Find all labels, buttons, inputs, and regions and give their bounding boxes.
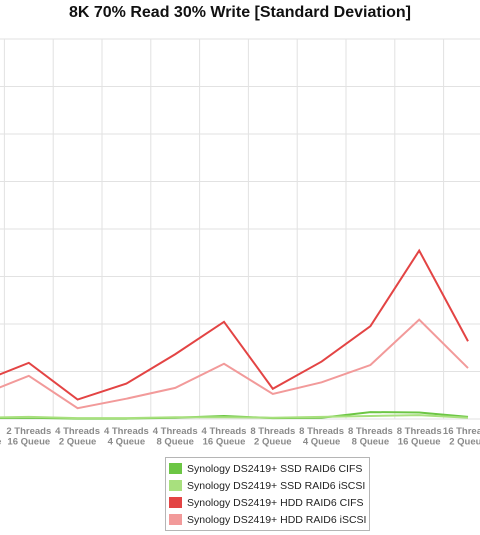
legend: Synology DS2419+ SSD RAID6 CIFS Synology …: [165, 457, 370, 531]
legend-swatch: [169, 497, 182, 508]
legend-label: Synology DS2419+ SSD RAID6 iSCSI: [187, 479, 366, 492]
legend-swatch: [169, 480, 182, 491]
series-line-2: [0, 248, 469, 401]
x-tick-label: 8 Threads 2 Queue: [250, 426, 295, 448]
x-tick-label: 8 Threads 16 Queue: [397, 426, 442, 448]
x-tick-label: 4 Threads 4 Queue: [104, 426, 149, 448]
x-tick-label: 1 Thread16 Queue: [0, 426, 1, 448]
x-tick-label: 8 Threads 4 Queue: [299, 426, 344, 448]
legend-item: Synology DS2419+ SSD RAID6 iSCSI: [166, 477, 369, 494]
gridlines: [0, 38, 480, 420]
x-tick-label: 4 Threads 8 Queue: [153, 426, 198, 448]
series-lines: [0, 248, 469, 420]
x-tick-label: 4 Threads 2 Queue: [55, 426, 100, 448]
legend-item: Synology DS2419+ HDD RAID6 CIFS: [166, 494, 369, 511]
legend-item: Synology DS2419+ SSD RAID6 CIFS: [166, 460, 369, 477]
x-tick-label: 2 Threads 16 Queue: [6, 426, 51, 448]
x-tick-label: 4 Threads 16 Queue: [202, 426, 247, 448]
legend-label: Synology DS2419+ SSD RAID6 CIFS: [187, 462, 363, 475]
x-tick-label: 8 Threads 8 Queue: [348, 426, 393, 448]
series-line-3: [0, 318, 469, 410]
legend-swatch: [169, 463, 182, 474]
legend-swatch: [169, 514, 182, 525]
legend-item: Synology DS2419+ HDD RAID6 iSCSI: [166, 511, 369, 528]
series-line-1: [0, 414, 469, 420]
legend-label: Synology DS2419+ HDD RAID6 iSCSI: [187, 513, 367, 526]
chart-title: 8K 70% Read 30% Write [Standard Deviatio…: [68, 4, 412, 21]
legend-label: Synology DS2419+ HDD RAID6 CIFS: [187, 496, 364, 509]
